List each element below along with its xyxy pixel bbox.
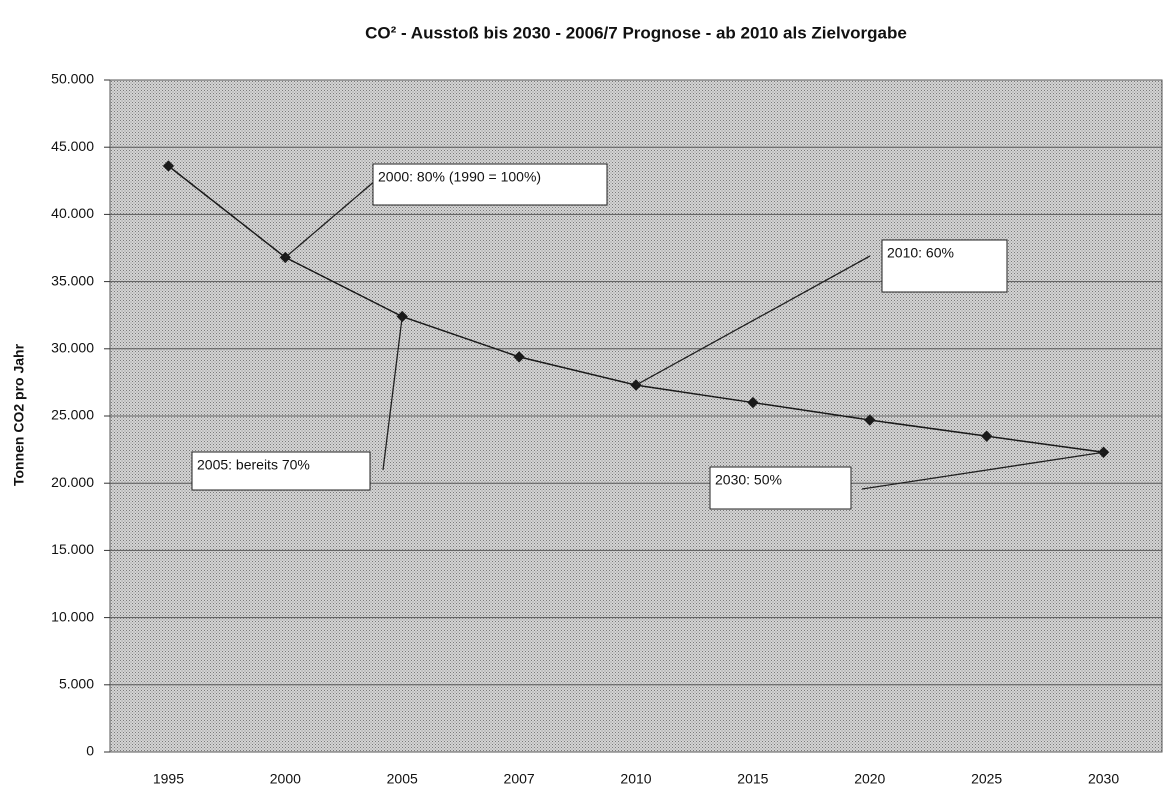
annotation-box: [191, 451, 371, 491]
annotation-leader: [284, 179, 377, 258]
x-tick-label: 2030: [1088, 771, 1119, 787]
x-tick-label: 1995: [153, 771, 184, 787]
annotation-text: 2030: 50%: [715, 472, 782, 488]
annotation-box: [372, 163, 608, 206]
chart-title: CO² - Ausstoß bis 2030 - 2006/7 Prognose…: [365, 23, 907, 42]
annotation-text: 2010: 60%: [887, 245, 954, 261]
annotation-leader: [635, 255, 871, 386]
y-tick-label: 20.000: [51, 474, 94, 490]
point: [513, 351, 525, 363]
x-tick-label: 2020: [854, 771, 885, 787]
point: [864, 414, 876, 426]
y-tick-label: 40.000: [51, 205, 94, 221]
point: [162, 160, 175, 172]
x-tick-label: 2007: [504, 771, 535, 787]
annotation-text: 2005: bereits 70%: [197, 457, 310, 473]
y-tick-label: 10.000: [51, 608, 94, 624]
y-tick-label: 5.000: [59, 676, 94, 692]
y-tick-label: 45.000: [51, 138, 94, 154]
annotation-leader: [861, 451, 1104, 490]
y-tick-label: 35.000: [51, 272, 94, 288]
y-tick-label: 50.000: [51, 71, 94, 87]
y-tick-label: 0: [86, 743, 94, 759]
point: [981, 430, 993, 442]
x-tick-label: 2000: [270, 771, 301, 787]
y-tick-label: 15.000: [51, 541, 94, 557]
x-tick-label: 2015: [737, 771, 768, 787]
point: [747, 396, 759, 409]
y-tick-label: 30.000: [51, 340, 94, 356]
y-tick-label: 25.000: [51, 407, 94, 423]
y-axis-title: Tonnen CO2 pro Jahr: [11, 343, 27, 486]
annotation-box: [709, 466, 852, 510]
x-tick-label: 2025: [971, 771, 1002, 787]
annotation-text: 2000: 80% (1990 = 100%): [378, 169, 541, 185]
x-tick-label: 2010: [620, 771, 651, 787]
annotation-box: [881, 239, 1008, 293]
x-tick-label: 2005: [387, 771, 418, 787]
annotation-leader: [382, 316, 403, 471]
